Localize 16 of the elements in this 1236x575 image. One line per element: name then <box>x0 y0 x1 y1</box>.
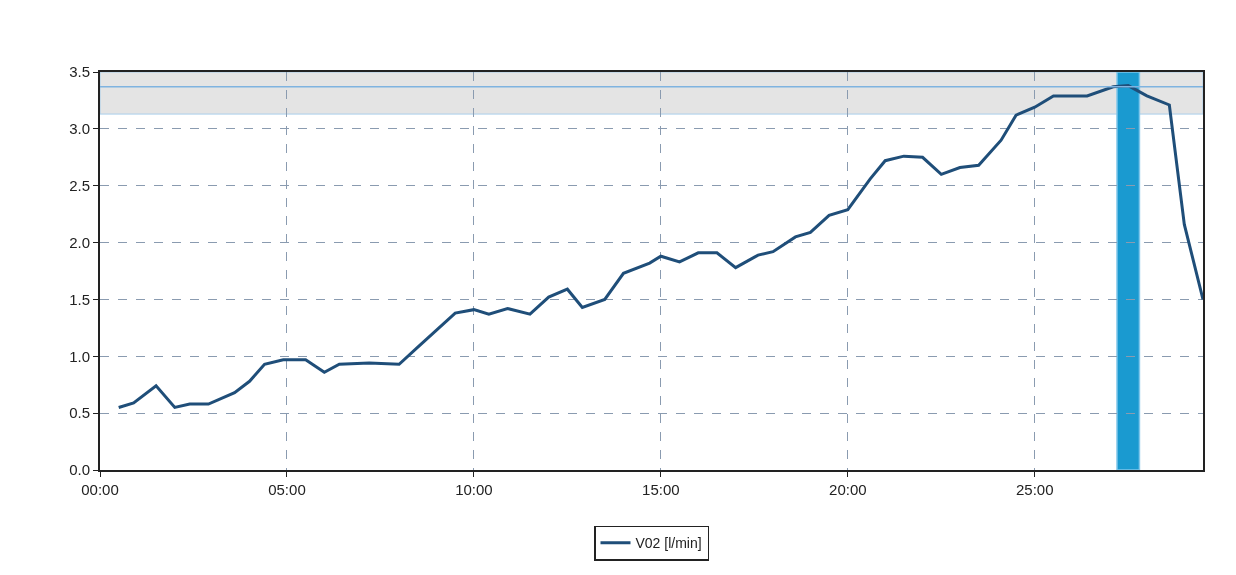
y-tick-label: 0.5 <box>69 404 90 422</box>
x-tick-label: 00:00 <box>81 481 119 498</box>
x-tick-label: 10:00 <box>455 481 493 498</box>
y-tick-label: 2.5 <box>69 176 90 194</box>
x-tick-label: 20:00 <box>829 481 867 498</box>
x-tick-label: 15:00 <box>642 481 680 498</box>
line-series <box>117 84 1203 409</box>
y-tick-label: 0.0 <box>69 461 90 479</box>
x-tick-label: 25:00 <box>1015 481 1054 498</box>
y-tick-label: 1.5 <box>69 290 90 308</box>
x-tick-label: 05:00 <box>268 481 306 498</box>
y-tick-label: 3.5 <box>69 63 90 81</box>
y-tick-label: 2.0 <box>69 233 90 251</box>
y-tick-label: 1.0 <box>69 347 90 365</box>
legend-label: V02 [l/min] <box>635 535 702 552</box>
y-tick-label: 3.0 <box>69 120 90 138</box>
